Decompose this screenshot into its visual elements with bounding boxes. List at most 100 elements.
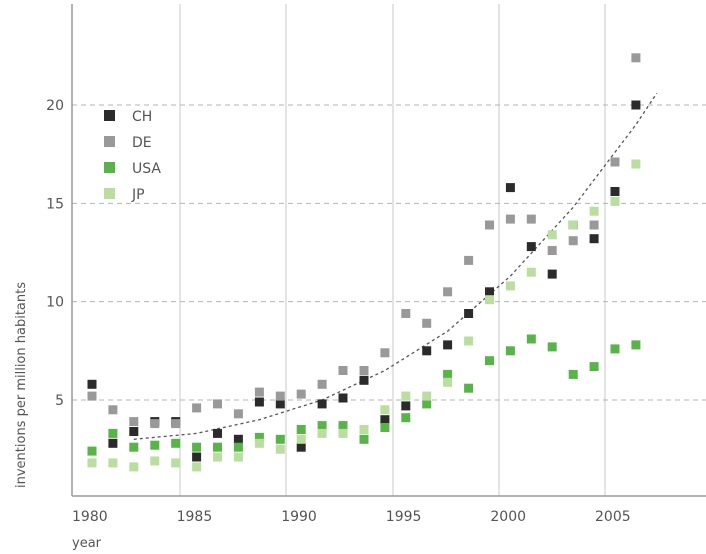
point-usa bbox=[213, 442, 222, 452]
point-ch bbox=[254, 397, 264, 407]
point-de bbox=[547, 246, 557, 255]
point-usa bbox=[505, 346, 515, 356]
point-de bbox=[422, 318, 432, 328]
point-usa bbox=[317, 421, 327, 431]
point-de bbox=[108, 405, 118, 415]
legend-label: DE bbox=[132, 135, 152, 151]
legend: CH DE USA JP bbox=[104, 109, 161, 203]
point-ch bbox=[422, 346, 432, 356]
point-usa bbox=[443, 369, 453, 379]
point-ch bbox=[213, 428, 222, 438]
y-tick-labels: 5 10 15 20 bbox=[46, 98, 64, 409]
point-jp bbox=[589, 206, 599, 216]
point-usa bbox=[610, 344, 620, 354]
point-usa bbox=[129, 442, 139, 452]
point-jp bbox=[171, 458, 181, 468]
point-de bbox=[213, 399, 222, 409]
point-ch bbox=[464, 309, 474, 318]
point-de bbox=[401, 309, 411, 318]
point-usa bbox=[380, 423, 390, 432]
point-ch bbox=[359, 375, 369, 385]
point-de bbox=[631, 53, 641, 63]
y-axis-title: inventions per million habitants bbox=[14, 282, 29, 488]
y-tick-label: 15 bbox=[46, 196, 64, 212]
point-ch bbox=[485, 287, 494, 297]
y-tick-label: 20 bbox=[46, 98, 64, 114]
point-jp bbox=[547, 230, 557, 240]
point-usa bbox=[296, 425, 306, 434]
point-de bbox=[296, 389, 306, 399]
point-jp bbox=[296, 434, 306, 444]
x-axis-title: year bbox=[72, 536, 102, 551]
x-tick-labels: 1980 1985 1990 1995 2000 2005 bbox=[72, 509, 631, 525]
point-jp bbox=[87, 458, 97, 468]
point-jp bbox=[526, 267, 536, 277]
x-tick-label: 2005 bbox=[595, 509, 631, 525]
point-de bbox=[464, 255, 474, 265]
y-tick-label: 5 bbox=[55, 393, 64, 409]
legend-swatch bbox=[104, 110, 115, 121]
point-de bbox=[87, 391, 97, 401]
point-ch bbox=[129, 427, 139, 436]
point-jp bbox=[401, 391, 411, 401]
legend-label: USA bbox=[132, 161, 161, 177]
x-tick-label: 2000 bbox=[490, 509, 526, 525]
point-de bbox=[443, 287, 453, 297]
legend-swatch bbox=[104, 136, 115, 147]
point-jp bbox=[380, 405, 390, 415]
point-jp bbox=[150, 456, 160, 466]
point-ch bbox=[108, 438, 118, 448]
point-usa bbox=[192, 442, 202, 452]
point-jp bbox=[317, 428, 327, 438]
point-jp bbox=[485, 295, 494, 305]
point-usa bbox=[359, 434, 369, 444]
legend-swatch bbox=[104, 188, 115, 199]
point-usa bbox=[275, 434, 285, 444]
point-jp bbox=[108, 458, 118, 468]
point-usa bbox=[233, 442, 243, 452]
point-jp bbox=[129, 462, 139, 472]
y-tick-label: 10 bbox=[46, 295, 64, 311]
point-de bbox=[254, 387, 264, 397]
point-de bbox=[359, 366, 369, 375]
point-de bbox=[526, 214, 536, 224]
point-jp bbox=[443, 377, 453, 387]
point-jp bbox=[254, 438, 264, 448]
point-usa bbox=[631, 340, 641, 350]
point-usa bbox=[464, 383, 474, 393]
point-jp bbox=[275, 444, 285, 454]
point-jp bbox=[631, 159, 641, 169]
point-de bbox=[589, 220, 599, 230]
point-ch bbox=[317, 399, 327, 409]
point-ch bbox=[443, 340, 453, 350]
point-de bbox=[338, 366, 348, 375]
trendline bbox=[133, 92, 658, 440]
point-ch bbox=[380, 415, 390, 425]
point-de bbox=[610, 157, 620, 167]
point-jp bbox=[568, 220, 578, 230]
legend-label: JP bbox=[131, 187, 145, 203]
point-de bbox=[568, 236, 578, 246]
point-ch bbox=[526, 242, 536, 252]
point-de bbox=[485, 220, 494, 230]
point-ch bbox=[547, 269, 557, 279]
point-usa bbox=[171, 438, 181, 448]
point-ch bbox=[401, 401, 411, 411]
x-tick-label: 1995 bbox=[386, 509, 422, 525]
point-ch bbox=[192, 452, 202, 462]
x-tick-label: 1980 bbox=[72, 509, 108, 525]
point-usa bbox=[485, 356, 494, 366]
point-de bbox=[380, 348, 390, 358]
point-ch bbox=[275, 399, 285, 409]
point-de bbox=[505, 214, 515, 224]
point-de bbox=[275, 391, 285, 401]
point-de bbox=[317, 379, 327, 389]
point-ch bbox=[233, 434, 243, 444]
point-usa bbox=[589, 362, 599, 372]
point-de bbox=[150, 419, 160, 429]
point-ch bbox=[338, 393, 348, 403]
point-jp bbox=[192, 462, 202, 472]
data-points bbox=[87, 53, 641, 472]
horizontal-gridlines bbox=[72, 104, 706, 401]
